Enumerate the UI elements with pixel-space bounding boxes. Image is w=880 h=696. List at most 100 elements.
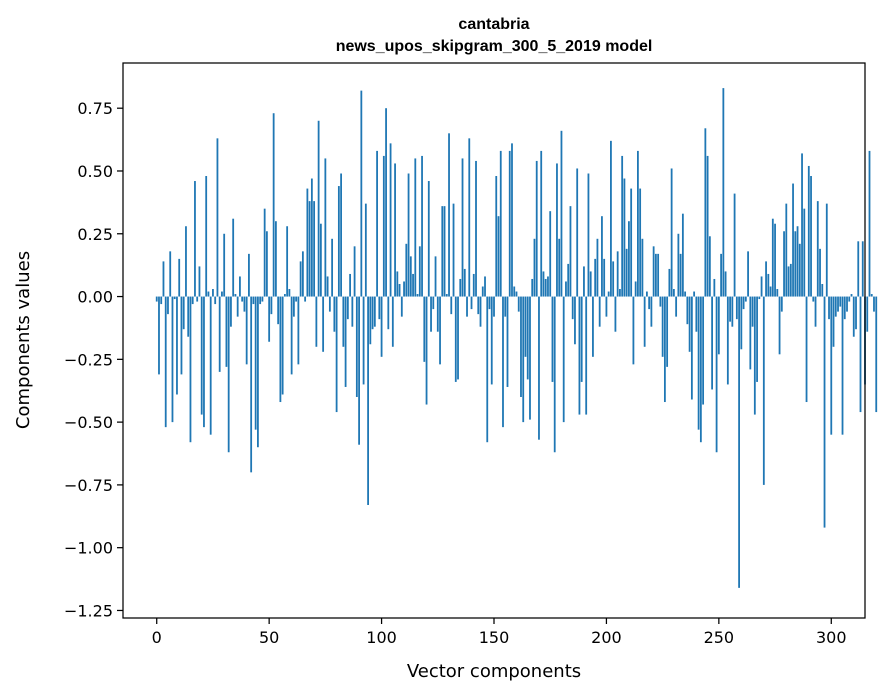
bar-156 xyxy=(506,296,509,387)
x-tick-label: 50 xyxy=(259,628,279,647)
bar-295 xyxy=(819,248,821,297)
bar-225 xyxy=(661,296,664,357)
bar-24 xyxy=(209,296,212,435)
bar-201 xyxy=(607,291,610,297)
bar-150 xyxy=(493,296,495,317)
bar-289 xyxy=(805,296,808,403)
bar-138 xyxy=(466,296,468,317)
bar-300 xyxy=(830,296,833,435)
bar-27 xyxy=(216,138,219,297)
bar-234 xyxy=(681,213,684,297)
bar-256 xyxy=(731,296,734,327)
bar-22 xyxy=(205,176,208,297)
bar-119 xyxy=(423,296,426,362)
bar-245 xyxy=(706,155,709,297)
bar-101 xyxy=(382,155,385,297)
bar-9 xyxy=(176,296,178,395)
bar-287 xyxy=(801,153,803,297)
bar-236 xyxy=(686,296,689,325)
bar-177 xyxy=(553,296,556,453)
bar-110 xyxy=(403,281,405,297)
bar-157 xyxy=(508,150,511,297)
bar-273 xyxy=(769,286,772,297)
bar-29 xyxy=(221,291,223,297)
bar-277 xyxy=(778,296,781,355)
bar-294 xyxy=(816,201,819,297)
bar-13 xyxy=(185,226,187,297)
bar-233 xyxy=(679,253,682,297)
bar-155 xyxy=(504,296,507,317)
bar-146 xyxy=(484,276,486,297)
bar-259 xyxy=(738,296,740,588)
bars-group xyxy=(155,88,878,588)
bar-312 xyxy=(857,241,860,297)
bar-84 xyxy=(344,296,347,387)
bar-218 xyxy=(646,291,648,297)
bar-36 xyxy=(236,296,239,317)
bar-18 xyxy=(196,296,199,302)
bar-194 xyxy=(592,296,594,357)
bar-175 xyxy=(549,211,552,297)
bar-215 xyxy=(639,188,642,297)
bar-279 xyxy=(783,231,785,297)
x-tick-label: 100 xyxy=(366,628,397,647)
bar-5 xyxy=(167,296,169,315)
bar-104 xyxy=(389,143,392,297)
bar-193 xyxy=(589,271,592,297)
y-tick-label: 0.25 xyxy=(77,225,113,244)
bar-40 xyxy=(245,296,248,365)
bar-66 xyxy=(304,296,307,302)
bar-32 xyxy=(227,296,230,453)
bar-211 xyxy=(630,188,633,297)
bar-121 xyxy=(427,181,430,297)
x-axis-label: Vector components xyxy=(407,661,581,682)
bar-258 xyxy=(735,296,738,320)
bar-278 xyxy=(780,296,783,312)
bar-205 xyxy=(616,251,619,297)
bar-7 xyxy=(171,296,174,423)
bar-200 xyxy=(605,296,608,317)
bar-59 xyxy=(288,289,291,297)
bar-72 xyxy=(317,120,320,297)
bar-1 xyxy=(158,296,160,375)
bar-320 xyxy=(875,296,878,413)
bar-184 xyxy=(569,206,572,297)
bar-23 xyxy=(207,291,210,297)
chart-subtitle: news_upos_skipgram_300_5_2019 model xyxy=(336,38,653,55)
bar-60 xyxy=(290,296,293,375)
bar-127 xyxy=(441,206,444,297)
bar-109 xyxy=(400,296,403,317)
bar-158 xyxy=(511,143,513,297)
bar-254 xyxy=(726,296,729,385)
bar-274 xyxy=(771,218,774,297)
bar-63 xyxy=(297,296,300,365)
bar-106 xyxy=(394,163,396,297)
bar-246 xyxy=(708,236,711,297)
bar-98 xyxy=(376,150,378,297)
bar-135 xyxy=(459,278,462,297)
bar-8 xyxy=(173,296,176,300)
chart-title: cantabria xyxy=(458,16,529,33)
bar-212 xyxy=(632,296,635,365)
y-tick-label: −0.25 xyxy=(64,350,113,369)
bar-116 xyxy=(416,294,419,297)
bar-229 xyxy=(670,168,673,297)
bar-132 xyxy=(452,203,455,297)
bar-149 xyxy=(490,296,493,385)
bar-38 xyxy=(241,296,244,302)
bar-94 xyxy=(367,296,369,505)
bar-16 xyxy=(191,296,194,305)
bar-75 xyxy=(324,158,327,297)
bar-197 xyxy=(598,296,601,327)
bar-0 xyxy=(155,296,158,302)
bar-44 xyxy=(254,296,257,430)
bar-299 xyxy=(828,296,830,320)
bar-154 xyxy=(502,296,504,428)
bar-210 xyxy=(628,221,630,297)
bar-240 xyxy=(695,296,698,332)
bar-112 xyxy=(407,173,410,297)
bar-65 xyxy=(301,251,304,297)
bar-37 xyxy=(239,276,241,297)
bar-221 xyxy=(652,246,655,297)
